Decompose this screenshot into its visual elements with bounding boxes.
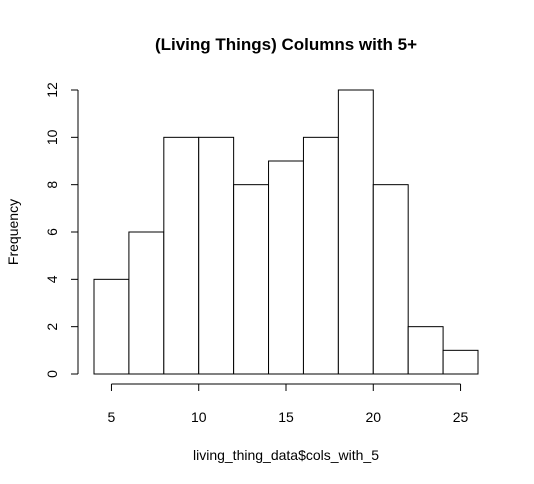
y-axis: 0 2 4 6 8 10 12 [44,82,79,378]
y-tick-label-3: 6 [44,228,60,236]
x-axis: 5 10 15 20 25 [108,383,469,425]
histogram-bar-5 [268,160,304,375]
histogram-bar-3 [198,136,235,375]
y-tick-label-2: 4 [44,275,60,283]
x-tick-label-4: 25 [453,409,469,425]
histogram-bar-9 [407,326,444,375]
histogram-bar-8 [372,184,409,375]
x-axis-label: living_thing_data$cols_with_5 [193,447,379,463]
x-tick-label-3: 20 [365,409,381,425]
y-axis-label: Frequency [5,199,21,265]
bars-group [93,89,479,375]
x-tick-label-1: 10 [191,409,207,425]
histogram-bar-6 [302,136,339,375]
y-tick-label-4: 8 [44,181,60,189]
y-tick-label-6: 12 [44,82,60,98]
histogram-bar-0 [93,278,130,375]
y-tick-label-0: 0 [44,370,60,378]
histogram-bar-2 [163,136,200,375]
histogram-bar-1 [128,231,165,375]
y-tick-label-1: 2 [44,323,60,331]
x-tick-label-0: 5 [108,409,116,425]
chart-title: (Living Things) Columns with 5+ [155,35,417,54]
y-tick-label-5: 10 [44,129,60,145]
histogram-bar-4 [233,184,270,375]
x-tick-label-2: 15 [278,409,294,425]
histogram-bar-7 [337,89,374,375]
histogram-bar-10 [442,349,479,375]
